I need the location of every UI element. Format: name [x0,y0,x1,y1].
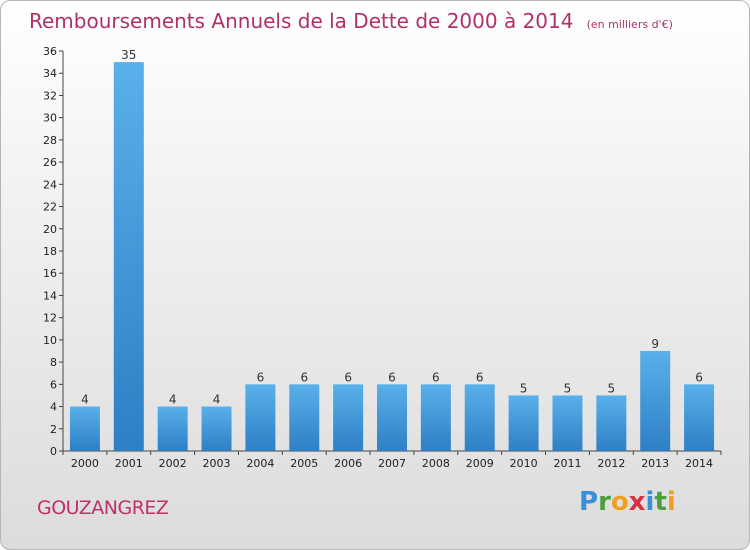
y-tick-label: 12 [43,312,57,325]
bar-2011 [552,395,583,451]
y-tick-label: 28 [43,134,57,147]
bar-value-label: 6 [257,370,265,384]
x-tick-label: 2010 [510,457,538,470]
bar-value-label: 4 [169,393,177,407]
y-tick-label: 2 [50,423,57,436]
x-tick-label: 2005 [290,457,318,470]
x-tick-label: 2003 [203,457,231,470]
bar-value-label: 5 [608,381,616,395]
bar-2010 [508,395,539,451]
x-tick-label: 2008 [422,457,450,470]
x-tick-label: 2004 [246,457,274,470]
bar-2001 [113,62,144,451]
town-name: GOUZANGREZ [37,497,169,519]
bar-2009 [464,384,495,451]
bar-value-label: 5 [520,381,528,395]
bar-value-label: 4 [213,393,221,407]
y-tick-label: 34 [43,67,57,80]
y-tick-label: 26 [43,156,57,169]
chart-title: Remboursements Annuels de la Dette de 20… [29,9,673,33]
y-tick-label: 18 [43,245,57,258]
y-tick-label: 24 [43,178,57,191]
y-tick-label: 14 [43,289,57,302]
x-tick-label: 2001 [115,457,143,470]
y-tick-label: 16 [43,267,57,280]
bar-value-label: 6 [344,370,352,384]
y-tick-label: 20 [43,223,57,236]
bar-2013 [640,351,671,451]
y-tick-label: 4 [50,401,57,414]
x-tick-label: 2013 [641,457,669,470]
bar-value-label: 35 [121,48,136,62]
bar-value-label: 6 [432,370,440,384]
bar-2007 [377,384,407,451]
bar-value-label: 6 [388,370,396,384]
x-tick-label: 2002 [159,457,187,470]
bar-value-label: 5 [564,381,572,395]
bar-value-label: 4 [81,393,89,407]
bar-2014 [684,384,715,451]
x-tick-label: 2000 [71,457,99,470]
proxiti-logo: Proxiti [579,487,676,517]
chart-unit: (en milliers d'€) [586,18,673,31]
x-tick-label: 2006 [334,457,362,470]
x-tick-label: 2011 [553,457,581,470]
bar-2006 [333,384,364,451]
bar-value-label: 6 [476,370,484,384]
bar-2012 [596,395,627,451]
y-tick-label: 6 [50,378,57,391]
y-tick-label: 22 [43,201,57,214]
y-tick-label: 30 [43,112,57,125]
bar-2004 [245,384,276,451]
y-tick-label: 10 [43,334,57,347]
bar-value-label: 9 [651,337,659,351]
y-tick-label: 36 [43,45,57,58]
bar-2000 [69,406,100,451]
x-tick-label: 2012 [597,457,625,470]
x-tick-label: 2014 [685,457,713,470]
x-tick-label: 2009 [466,457,494,470]
x-tick-label: 2007 [378,457,406,470]
bar-value-label: 6 [300,370,308,384]
bar-2005 [289,384,320,451]
y-tick-label: 8 [50,356,57,369]
bar-2003 [201,406,232,451]
chart-title-text: Remboursements Annuels de la Dette de 20… [29,9,574,33]
y-tick-label: 0 [50,445,57,458]
y-tick-label: 32 [43,89,57,102]
bar-2008 [420,384,451,451]
bar-2002 [157,406,188,451]
bar-value-label: 6 [695,370,703,384]
